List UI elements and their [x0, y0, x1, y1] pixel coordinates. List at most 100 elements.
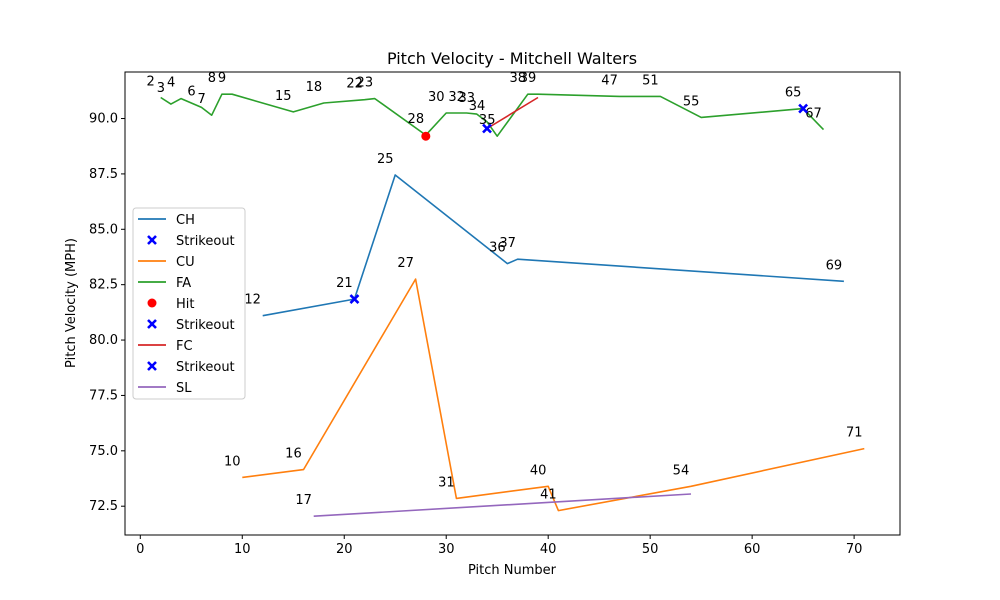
legend-label: Hit [176, 297, 194, 312]
marker-stroke [349, 294, 360, 304]
y-tick-label: 82.5 [89, 278, 118, 293]
point-label: 9 [218, 71, 226, 86]
legend-label: CU [176, 255, 195, 270]
x-tick-label: 40 [540, 542, 557, 557]
point-label: 27 [397, 256, 414, 271]
legend-label: FA [176, 276, 191, 291]
y-tick-label: 75.0 [89, 444, 118, 459]
legend-entry: Strikeout [147, 234, 235, 249]
point-label: 23 [357, 76, 374, 91]
x-axis-ticks: 0 10 20 30 40 50 60 70 [136, 535, 862, 557]
point-label: 18 [306, 80, 323, 95]
legend-entry: CU [138, 255, 195, 270]
x-tick-label: 70 [846, 542, 863, 557]
hit-marker [421, 131, 431, 141]
point-label: 41 [540, 488, 557, 503]
point-label: 32 [448, 90, 465, 105]
point-label: 69 [826, 258, 843, 273]
legend: CH Strikeout CU FA Hit Strikeout FC Strikeout SL [132, 207, 246, 400]
point-label: 25 [377, 152, 394, 167]
y-tick-label: 80.0 [89, 333, 118, 348]
point-label: 21 [336, 276, 353, 291]
x-axis-label: Pitch Number [468, 563, 557, 578]
legend-x-swatch [147, 319, 157, 329]
chart-title: Pitch Velocity - Mitchell Walters [387, 49, 637, 68]
strikeout-marker [482, 123, 492, 134]
point-label: 15 [275, 89, 292, 104]
legend-entry: Hit [147, 297, 194, 312]
x-tick-label: 20 [336, 542, 353, 557]
legend-box [132, 207, 246, 400]
x-tick-label: 0 [136, 542, 144, 557]
legend-dot-swatch [147, 298, 157, 308]
legend-x-swatch [147, 361, 157, 371]
point-label: 7 [198, 92, 206, 107]
y-tick-label: 85.0 [89, 222, 118, 237]
series-line-ch [262, 174, 844, 317]
point-label: 65 [785, 86, 802, 101]
point-label: 36 [489, 241, 506, 256]
legend-entry: Strikeout [147, 318, 235, 333]
y-axis-ticks: 72.5 75.0 77.5 80.0 82.5 85.0 87.5 90.0 [89, 112, 125, 514]
legend-entry: FC [138, 339, 193, 354]
point-label: 12 [244, 293, 261, 308]
point-label: 51 [642, 73, 659, 88]
point-label: 30 [428, 90, 445, 105]
plot-area [124, 71, 901, 536]
marker-stroke [147, 235, 157, 245]
point-label: 31 [438, 475, 455, 490]
point-label: 39 [520, 71, 537, 86]
x-tick-label: 50 [642, 542, 659, 557]
y-tick-label: 72.5 [89, 499, 118, 514]
y-tick-label: 87.5 [89, 167, 118, 182]
point-label: 6 [187, 84, 195, 99]
legend-label: SL [176, 381, 192, 396]
x-tick-label: 30 [438, 542, 455, 557]
point-label: 33 [459, 91, 476, 106]
point-label: 34 [469, 99, 486, 114]
marker-stroke [798, 103, 809, 114]
point-label: 54 [673, 463, 690, 478]
point-label: 35 [479, 113, 496, 128]
point-label: 10 [224, 454, 241, 469]
legend-entry: FA [138, 276, 191, 291]
legend-entry: Strikeout [147, 360, 235, 375]
point-label: 2 [147, 74, 155, 89]
legend-label: Strikeout [176, 234, 235, 249]
series-line-sl [313, 493, 692, 517]
point-label: 55 [683, 94, 700, 109]
point-label: 4 [167, 76, 175, 91]
point-label: 8 [208, 71, 216, 86]
point-label: 17 [295, 493, 312, 508]
point-label: 22 [346, 77, 363, 92]
y-tick-label: 90.0 [89, 112, 118, 127]
point-label: 28 [408, 112, 425, 127]
strikeout-marker [798, 103, 809, 114]
x-tick-label: 10 [234, 542, 251, 557]
legend-x-swatch [147, 235, 157, 245]
legend-label: Strikeout [176, 360, 235, 375]
x-tick-label: 60 [744, 542, 761, 557]
series-line-fc [486, 96, 539, 130]
point-label: 16 [285, 447, 302, 462]
point-label: 38 [510, 71, 527, 86]
point-label: 40 [530, 463, 547, 478]
point-label: 37 [499, 236, 516, 251]
y-tick-label: 77.5 [89, 388, 118, 403]
legend-label: FC [176, 339, 193, 354]
point-label: 67 [805, 107, 822, 122]
strikeout-marker [349, 294, 360, 304]
point-label: 47 [601, 73, 618, 88]
y-axis-label: Pitch Velocity (MPH) [64, 238, 79, 368]
legend-entry: CH [138, 213, 195, 228]
point-label: 3 [157, 81, 165, 96]
series-line-cu [242, 278, 865, 512]
legend-label: Strikeout [176, 318, 235, 333]
marker-stroke [147, 361, 157, 371]
legend-label: CH [176, 213, 195, 228]
series-layer [160, 93, 865, 517]
markers-layer [349, 103, 809, 304]
marker-stroke [147, 319, 157, 329]
